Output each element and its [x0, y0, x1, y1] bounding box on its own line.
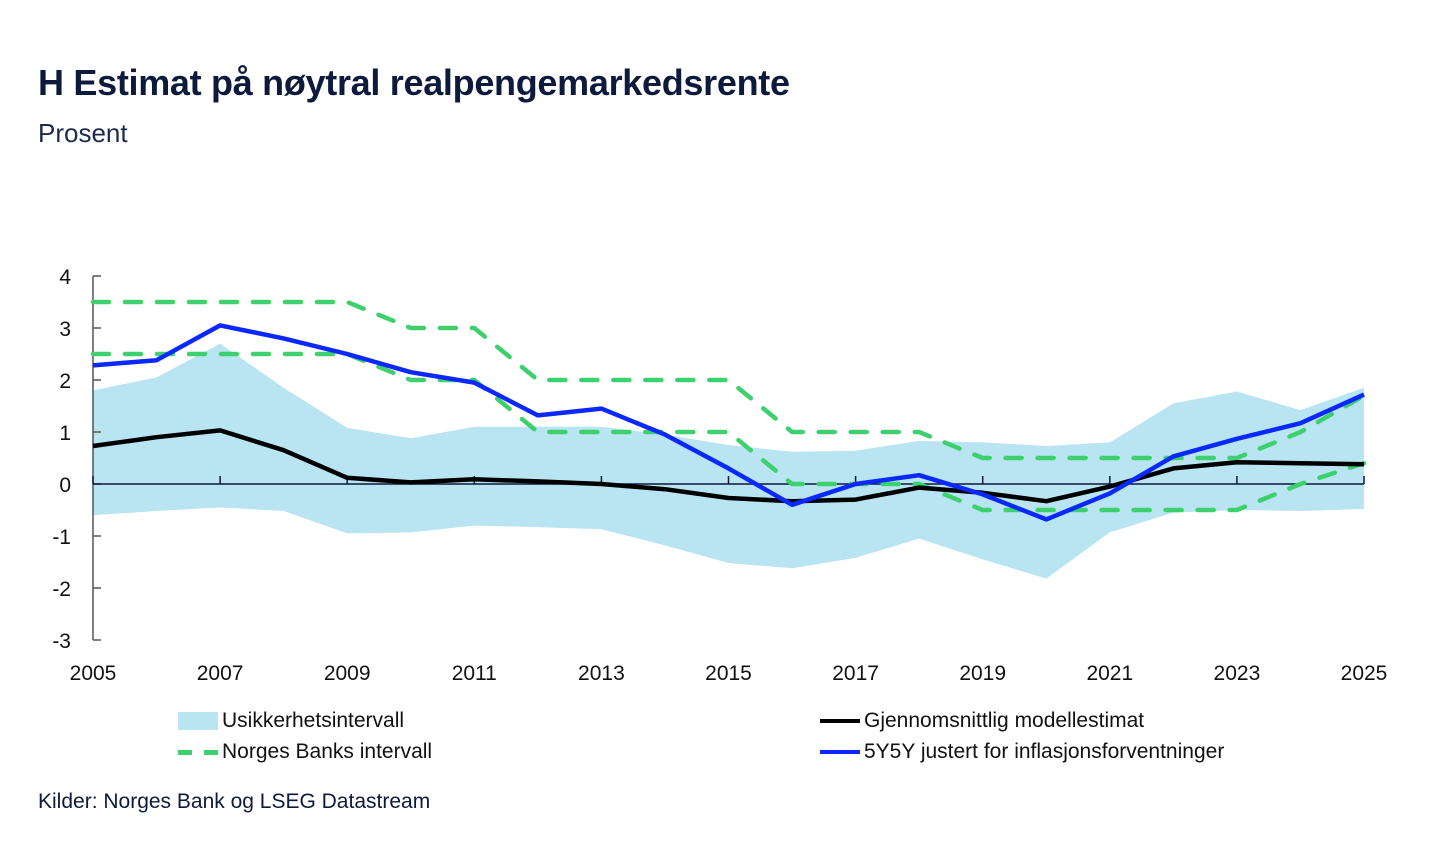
chart-title: H Estimat på nøytral realpengemarkedsren…: [38, 62, 790, 103]
uncertainty-band-layer: [93, 343, 1364, 579]
legend-label-nb-interval: Norges Banks intervall: [222, 740, 433, 763]
legend-swatch-band: [178, 712, 218, 730]
legend-item-model: Gjennomsnittlig modellestimat: [820, 709, 1144, 733]
uncertainty-band: [93, 343, 1364, 579]
legend-swatch-model: [820, 719, 860, 723]
x-tick-label: 2005: [70, 662, 117, 685]
x-tick-label: 2025: [1341, 662, 1388, 685]
x-tick-label: 2009: [324, 662, 371, 685]
y-tick-label: 1: [59, 422, 71, 445]
x-tick-label: 2019: [959, 662, 1006, 685]
x-tick-label: 2021: [1086, 662, 1133, 685]
x-tick-label: 2017: [832, 662, 879, 685]
series-5y5y: [92, 323, 1365, 522]
legend-item-nb-interval: Norges Banks intervall: [178, 740, 432, 764]
legend-label-model: Gjennomsnittlig modellestimat: [864, 709, 1145, 732]
tick-labels: 4 3 2 1 0 -1 -2 -3 2005 2007 2009 2011 2013 2015 2017 2…: [52, 266, 1387, 685]
series-lines: [90, 299, 1367, 522]
legend-swatch-5y5y: [820, 750, 860, 754]
legend-swatch-nb-interval: [178, 749, 218, 755]
y-tick-label: -3: [52, 630, 71, 653]
y-tick-label: 2: [59, 370, 71, 393]
x-tick-label: 2007: [197, 662, 244, 685]
y-tick-label: 0: [59, 474, 71, 497]
x-tick-label: 2011: [452, 662, 497, 685]
axes: [92, 275, 1365, 641]
x-tick-label: 2013: [578, 662, 625, 685]
y-tick-label: -1: [52, 526, 71, 549]
legend-label-band: Usikkerhetsintervall: [222, 709, 405, 732]
series-model-estimate: [92, 428, 1365, 504]
y-tick-label: 3: [59, 318, 71, 341]
y-tick-label: -2: [52, 578, 71, 601]
chart-subtitle: Prosent: [38, 118, 128, 148]
legend-label-5y5y: 5Y5Y justert for inflasjonsforventninger: [864, 740, 1225, 763]
legend-item-band: Usikkerhetsintervall: [178, 709, 404, 733]
x-tick-label: 2015: [705, 662, 752, 685]
y-tick-label: 4: [59, 266, 71, 289]
source-note: Kilder: Norges Bank og LSEG Datastream: [38, 790, 431, 813]
x-tick-label: 2023: [1214, 662, 1261, 685]
legend-item-5y5y: 5Y5Y justert for inflasjonsforventninger: [820, 740, 1224, 764]
